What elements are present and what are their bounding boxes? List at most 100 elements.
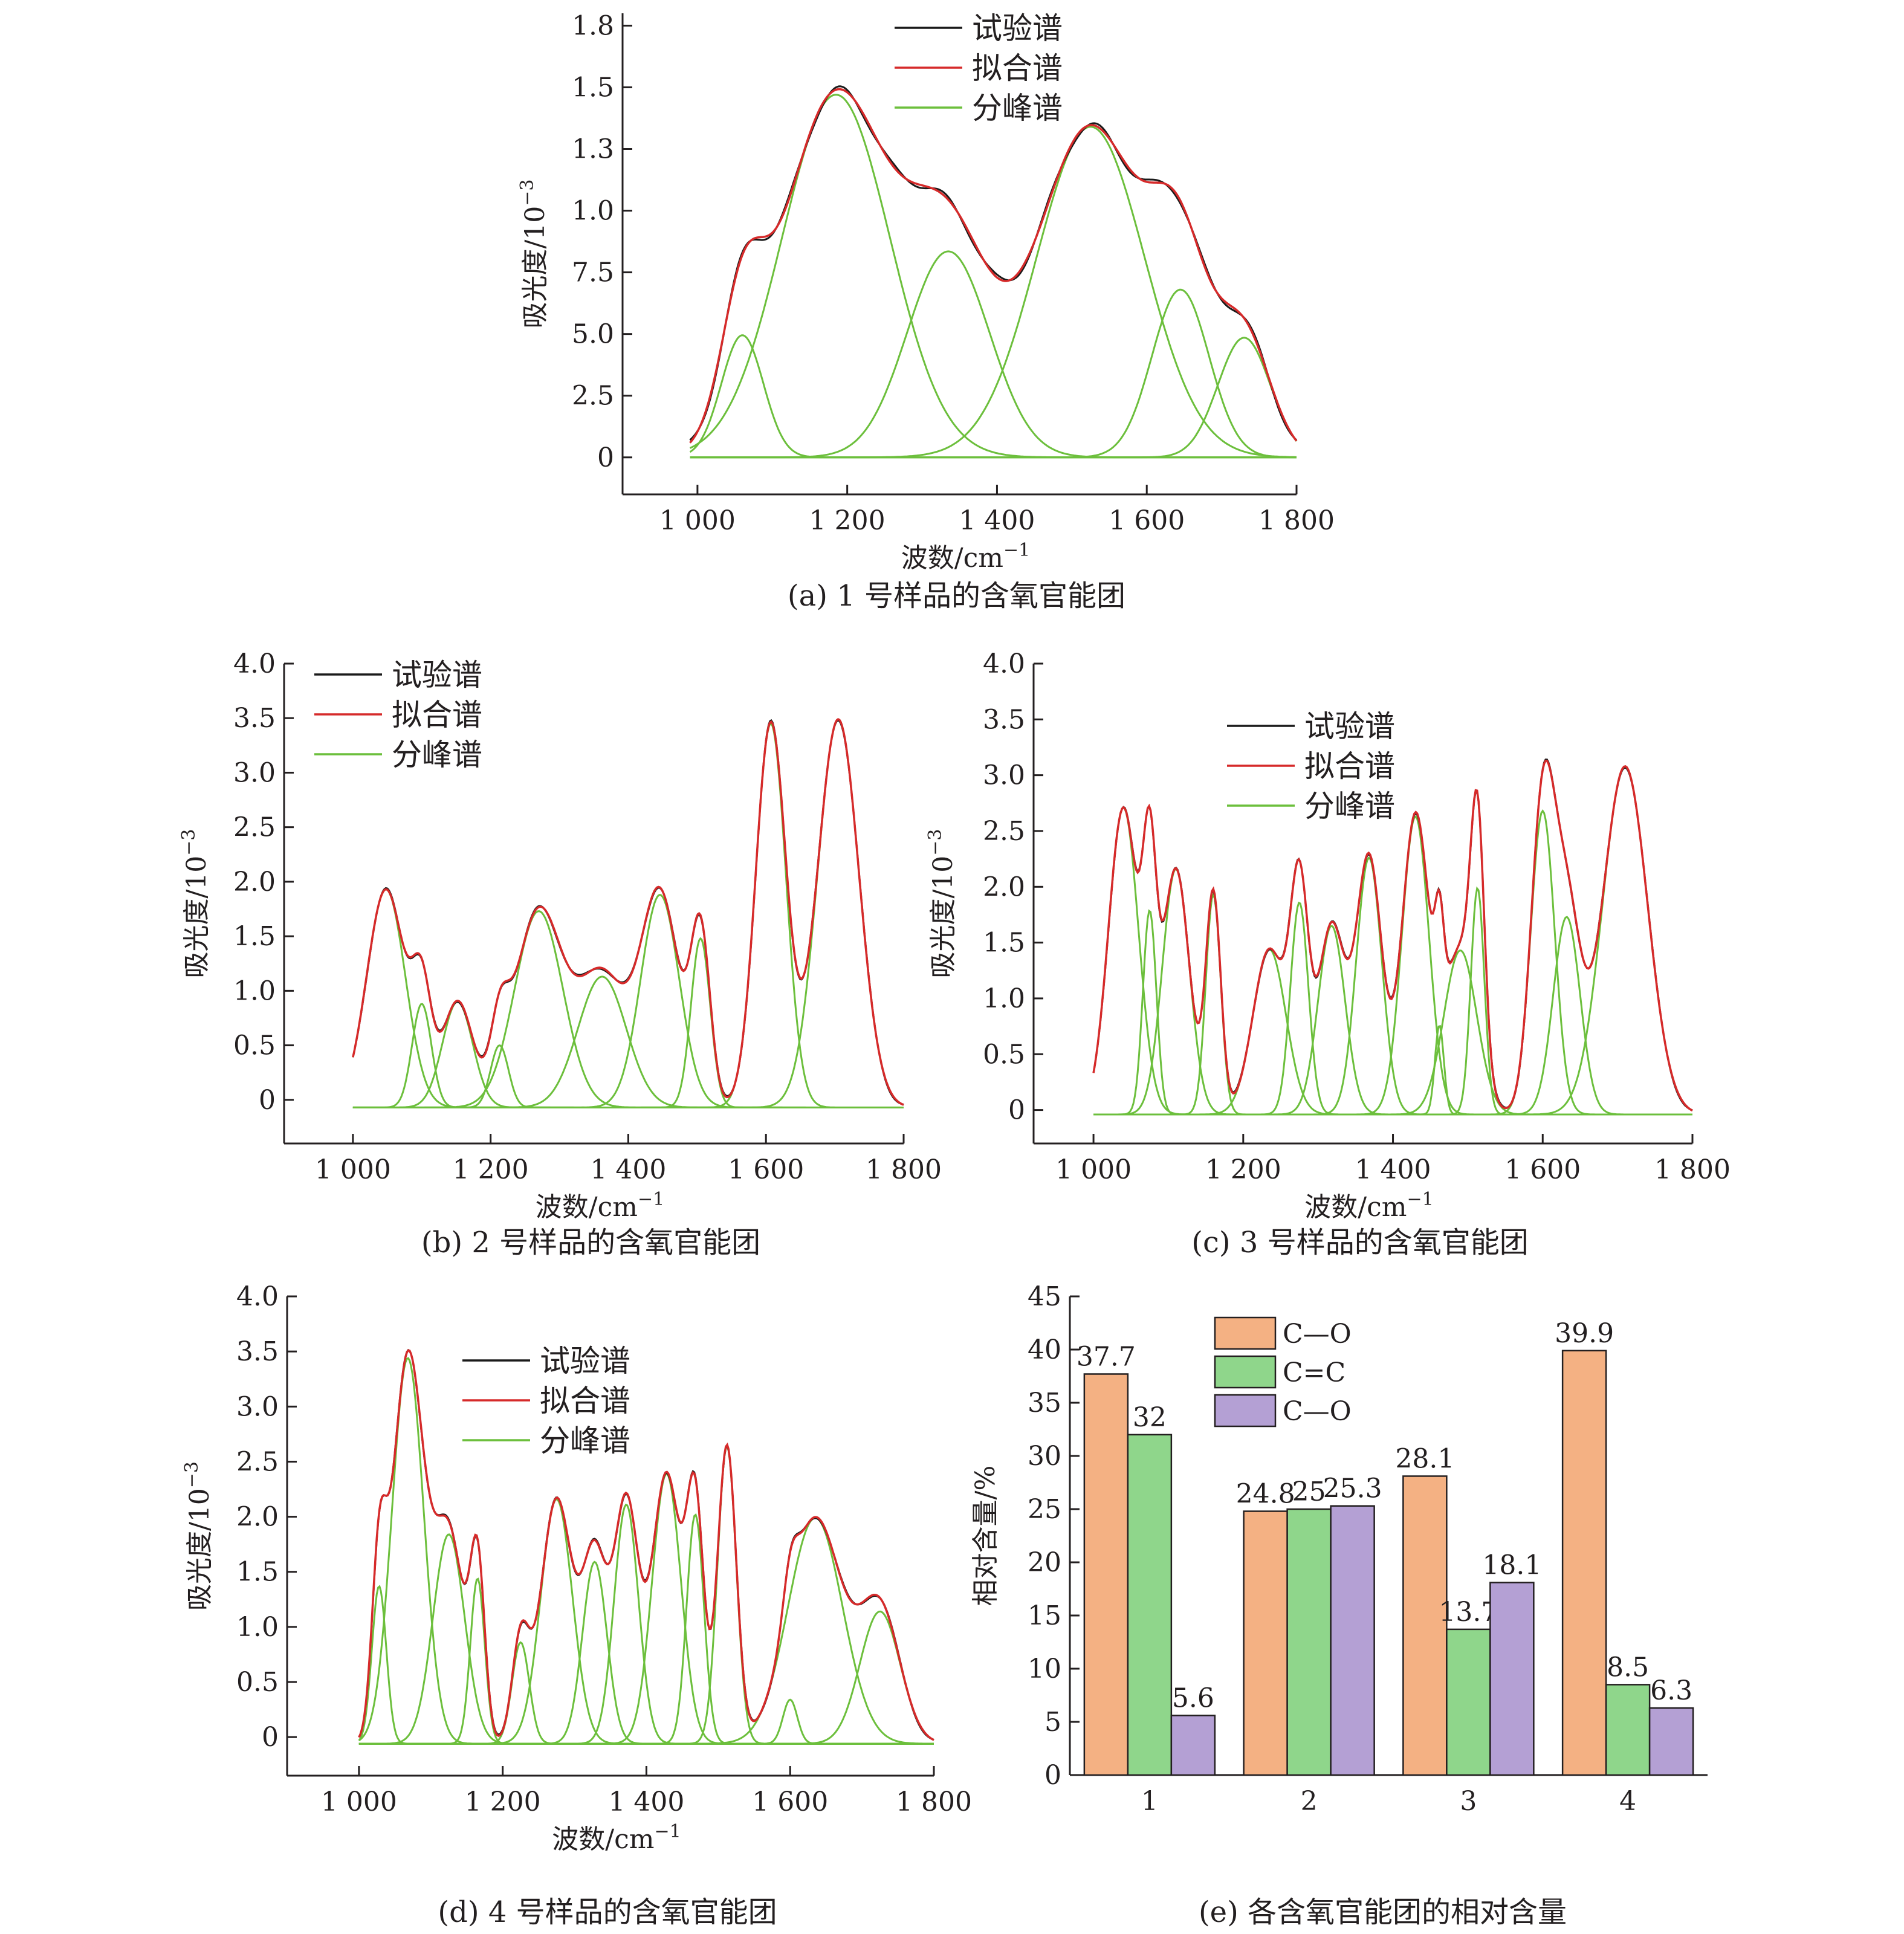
panel-a-legend-label-1: 试验谱	[972, 11, 1063, 46]
panel-d-curves	[358, 1348, 934, 1745]
panel-e-ytick-label: 5	[1044, 1707, 1061, 1738]
panel-b-legend-label-1: 试验谱	[392, 658, 482, 693]
panel-e-bar-value-label: 5.6	[1172, 1683, 1214, 1713]
panel-c-peak-6	[1093, 901, 1692, 1116]
panel-d-peak-14	[358, 1610, 934, 1745]
panel-a-x-axis-label: 波数/cm−1	[901, 540, 1030, 574]
panel-e-ytick-label: 10	[1028, 1654, 1061, 1684]
panel-c-ytick-label: 2.5	[983, 816, 1025, 847]
panel-a-ytick-label: 1.3	[572, 134, 614, 165]
panel-e-legend-swatch-3	[1214, 1394, 1277, 1428]
panel-b-ytick-label: 3.0	[233, 757, 276, 788]
panel-d-xtick-label: 1 800	[896, 1787, 972, 1817]
panel-c-y-axis-label-sup: −3	[925, 829, 946, 855]
panel-d-ytick-label: 4.0	[236, 1281, 279, 1312]
panel-c-spectrum-sample-3: 0 0.5 1.0 1.5 2.0 2.5 3.0 3.5 4.0 1 000 1 200 1 400…	[925, 648, 1731, 1260]
panel-c-fitted-curve	[1092, 760, 1693, 1112]
panel-a-xtick-label: 1 800	[1258, 505, 1335, 536]
panel-e-bar-value-label: 25.3	[1323, 1473, 1382, 1504]
panel-c-peak-14	[1093, 916, 1692, 1116]
panel-b-ytick-label: 0	[259, 1085, 276, 1116]
panel-e-bar-value-label: 13.7	[1439, 1597, 1498, 1628]
panel-a-y-axis-label-sup: −3	[517, 179, 538, 205]
panel-a-peak-6	[690, 337, 1298, 459]
panel-b-ytick-label: 1.0	[233, 975, 276, 1006]
panel-c-ytick-label: 0.5	[983, 1039, 1025, 1070]
panel-c-peak-7	[1093, 925, 1692, 1116]
panel-b-fitted-curve	[352, 717, 904, 1106]
panel-e-ytick-label: 40	[1028, 1334, 1061, 1365]
panel-d-legend-label-2: 拟合谱	[540, 1383, 630, 1418]
panel-b-ytick-label: 0.5	[233, 1030, 276, 1061]
panel-a-ytick-label: 1.0	[572, 196, 614, 227]
panel-e-legend-label-1: C—O	[1283, 1319, 1352, 1350]
panel-d-y-axis-label-sup: −3	[181, 1461, 202, 1488]
panel-b-ytick-label: 1.5	[233, 921, 276, 952]
panel-a-ytick-label: 0	[597, 442, 614, 473]
panel-a-axes	[621, 13, 1297, 496]
panel-a-curves	[689, 85, 1298, 459]
panel-c-ytick-label: 2.0	[983, 872, 1025, 902]
panel-e-caption: (e) 各含氧官能团的相对含量	[1199, 1895, 1567, 1929]
panel-e-bar-s1-c4	[1561, 1350, 1607, 1776]
panel-e-legend-label-2: C=C	[1283, 1357, 1345, 1388]
panel-c-legend-label-1: 试验谱	[1304, 709, 1395, 744]
panel-e-ytick-label: 0	[1044, 1760, 1061, 1791]
panel-a-xtick-label: 1 000	[659, 505, 736, 536]
panel-e-xtick-label: 3	[1460, 1786, 1477, 1817]
panel-e-bar-s2-c4	[1605, 1684, 1651, 1776]
panel-c-peak-4	[1093, 891, 1692, 1116]
panel-a-x-axis-label-sup: −1	[1003, 540, 1030, 561]
panel-c-x-axis-label: 波数/cm−1	[1304, 1189, 1433, 1223]
panel-d-x-axis-label-sup: −1	[654, 1821, 681, 1842]
panel-d-xtick-label: 1 400	[608, 1787, 684, 1817]
panel-e-y-axis-label: 相对含量/%	[970, 1466, 1001, 1606]
panel-a-y-axis-label: 吸光度/10−3	[517, 179, 551, 328]
panel-c-ytick-label: 3.5	[983, 704, 1025, 735]
panel-c-y-axis-label: 吸光度/10−3	[925, 829, 959, 978]
panel-d-ytick-label: 3.0	[236, 1391, 279, 1422]
panel-e-ytick-label: 25	[1028, 1494, 1061, 1525]
panel-b-legend-label-2: 拟合谱	[392, 697, 482, 733]
panel-b-x-axis-label: 波数/cm−1	[536, 1189, 664, 1223]
panel-d-spectrum-sample-4: 0 0.5 1.0 1.5 2.0 2.5 3.0 3.5 4.0 1 000 1 200 1 400…	[181, 1281, 972, 1929]
panel-a-legend-label-2: 拟合谱	[972, 51, 1063, 86]
panel-e-bar-value-label: 39.9	[1555, 1318, 1614, 1349]
panel-a-caption: (a) 1 号样品的含氧官能团	[788, 579, 1125, 613]
panel-c-xtick-label: 1 000	[1055, 1154, 1132, 1185]
panel-c-curves	[1092, 758, 1693, 1116]
panel-d-ytick-label: 2.0	[236, 1502, 279, 1533]
panel-c-xtick-label: 1 400	[1355, 1154, 1431, 1185]
panel-d-xtick-label: 1 000	[321, 1787, 397, 1817]
panel-e-bar-value-label: 24.8	[1236, 1479, 1295, 1510]
panel-b-caption: (b) 2 号样品的含氧官能团	[421, 1226, 760, 1260]
panel-e-ytick-label: 20	[1028, 1547, 1061, 1578]
panel-e-xtick-label: 4	[1619, 1786, 1636, 1817]
panel-e-bar-s3-c2	[1330, 1505, 1375, 1776]
panel-b-ytick-label: 3.5	[233, 703, 276, 734]
panel-c-xtick-label: 1 800	[1654, 1154, 1731, 1185]
panel-d-caption: (d) 4 号样品的含氧官能团	[438, 1895, 777, 1929]
panel-b-peak-6	[352, 975, 904, 1108]
panel-e-bar-s1-c3	[1402, 1475, 1448, 1776]
panel-e-ytick-label: 15	[1028, 1600, 1061, 1631]
panel-c-axes	[1032, 664, 1692, 1145]
panel-a-xtick-label: 1 600	[1109, 505, 1185, 536]
panel-e-bar-s2-c3	[1446, 1628, 1491, 1776]
panel-d-xtick-label: 1 600	[752, 1787, 828, 1817]
panel-b-xtick-label: 1 000	[315, 1154, 391, 1185]
panel-b-curves	[352, 717, 904, 1108]
panel-b-xtick-label: 1 400	[590, 1154, 666, 1185]
panel-e-relative-content-bars: 051015202530354045137.7325.6224.82525.33…	[970, 1281, 1708, 1929]
panel-d-ytick-label: 0.5	[236, 1667, 279, 1698]
panel-c-xtick-label: 1 200	[1205, 1154, 1281, 1185]
panel-b-ytick-label: 2.5	[233, 812, 276, 843]
panel-a-ytick-label: 2.5	[572, 381, 614, 412]
panel-e-bar-value-label: 6.3	[1650, 1675, 1692, 1706]
panel-e-legend-swatch-1	[1214, 1316, 1277, 1350]
panel-b-xtick-label: 1 800	[866, 1154, 942, 1185]
